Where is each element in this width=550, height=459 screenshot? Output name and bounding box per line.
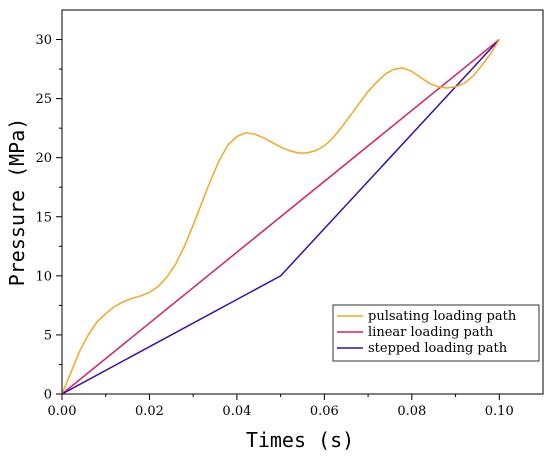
series-line-pulsating [61,39,500,395]
x-tick-label: 0.00 [48,404,77,419]
plot-frame [61,9,544,395]
x-tick-label: 0.04 [222,404,251,419]
series-line-linear [61,38,500,395]
legend-box [332,304,540,362]
y-tick-label: 15 [35,210,52,225]
ticks-layer: 0.00 0.02 0.04 0.06 0.08 0.10 0 5 10 15 20 25 30 [35,33,513,419]
legend-label-stepped: stepped loading path [368,341,508,356]
x-tick-label: 0.06 [310,404,339,419]
legend-label-linear: linear loading path [368,325,494,340]
y-tick-label: 0 [44,388,52,403]
legend: pulsating loading path linear loading pa… [332,304,540,362]
legend-label-pulsating: pulsating loading path [368,309,517,324]
x-tick-label: 0.10 [485,404,514,419]
series-line-stepped [61,39,500,395]
y-tick-label: 25 [35,92,52,107]
y-tick-label: 5 [44,328,52,343]
x-tick-label: 0.08 [397,404,426,419]
y-tick-label: 20 [35,151,52,166]
y-tick-label: 30 [35,33,52,48]
x-axis-title: Times (s) [246,428,354,452]
x-tick-label: 0.02 [135,404,164,419]
series-layer [61,38,500,395]
y-axis-title: Pressure (MPa) [5,118,29,287]
y-tick-label: 10 [35,269,52,284]
